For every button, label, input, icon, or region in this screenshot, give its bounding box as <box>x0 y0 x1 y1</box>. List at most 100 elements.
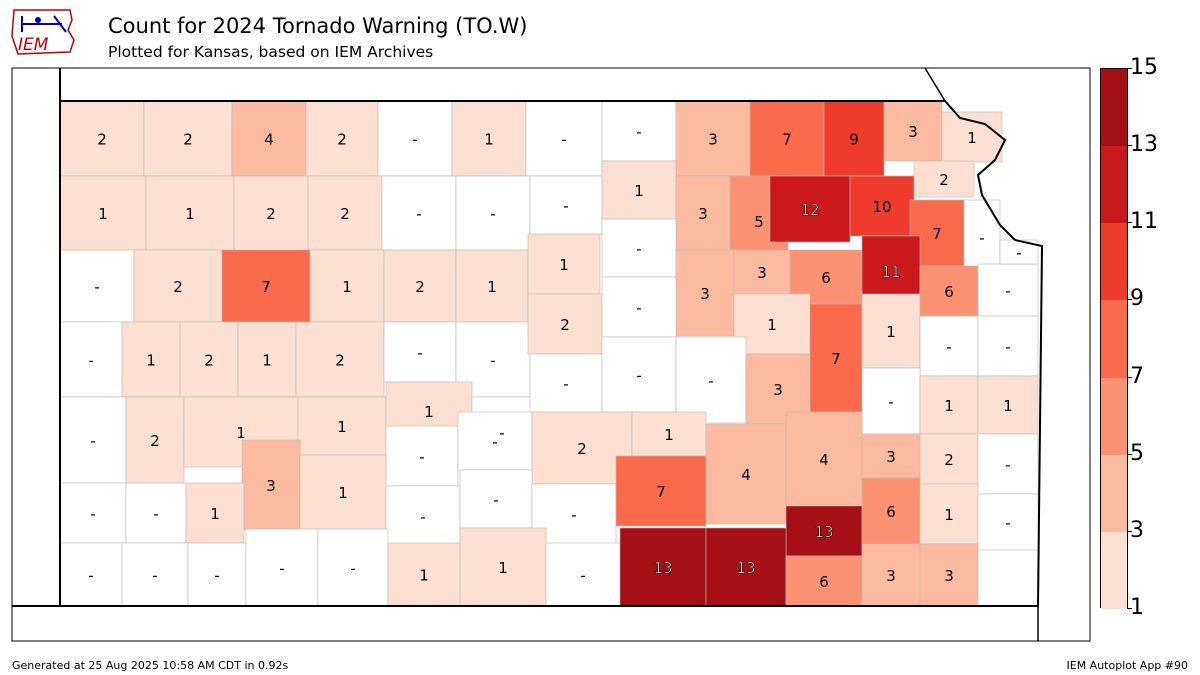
county-count-label: 6 <box>944 283 954 301</box>
county-count-label: 9 <box>849 131 859 149</box>
county-count-label: 3 <box>266 477 276 495</box>
colorbar <box>1100 68 1128 609</box>
map-frame <box>11 67 1091 642</box>
county-count-label: - <box>636 367 641 385</box>
county-region <box>861 433 921 479</box>
county-count-label: - <box>1005 456 1010 474</box>
county-region <box>125 482 187 544</box>
county-count-label: 1 <box>767 316 777 334</box>
county-count-label: 2 <box>183 131 193 149</box>
colorbar-tick-label: 11 <box>1130 209 1158 235</box>
county-region <box>59 321 123 398</box>
county-count-label: - <box>90 432 95 450</box>
county-region <box>601 336 677 413</box>
colorbar-tick-label: 5 <box>1130 440 1144 466</box>
county-region <box>387 542 461 607</box>
county-count-label: 4 <box>264 131 274 149</box>
county-region <box>59 175 147 251</box>
county-region <box>309 249 385 323</box>
colorbar-tick-mark <box>1127 530 1132 532</box>
county-count-label: 3 <box>708 131 718 149</box>
county-count-label: 7 <box>932 225 942 243</box>
county-count-label: 1 <box>487 278 497 296</box>
county-region <box>769 175 851 243</box>
county-region <box>59 482 127 544</box>
county-region <box>861 293 921 369</box>
county-count-label: 3 <box>700 285 710 303</box>
county-region <box>529 353 603 413</box>
county-region <box>459 469 533 529</box>
county-count-label: 3 <box>698 205 708 223</box>
county-count-label: 1 <box>262 352 272 370</box>
colorbar-tick-mark <box>1127 68 1132 69</box>
county-region <box>385 425 459 487</box>
colorbar-tick-mark <box>1127 222 1132 224</box>
county-region <box>385 485 461 547</box>
county-count-label: 1 <box>342 278 352 296</box>
county-region <box>977 493 1039 551</box>
colorbar-bin <box>1101 300 1127 378</box>
county-region <box>125 396 185 484</box>
county-count-label: - <box>888 393 893 411</box>
county-count-label: 3 <box>757 264 767 282</box>
county-count-label: 3 <box>773 381 783 399</box>
county-region <box>221 249 311 323</box>
county-count-label: - <box>492 433 497 451</box>
county-count-label: - <box>563 375 568 393</box>
county-count-label: 11 <box>881 263 900 281</box>
colorbar-tick-label: 9 <box>1130 286 1144 312</box>
county-region <box>455 249 529 323</box>
county-region <box>529 175 603 235</box>
logo-text: IEM <box>18 35 49 55</box>
county-region <box>179 321 239 398</box>
county-count-label: 1 <box>210 505 220 523</box>
colorbar-bin <box>1101 377 1127 455</box>
county-region <box>861 477 921 545</box>
colorbar-tick-mark <box>1127 376 1132 378</box>
county-count-label: 2 <box>150 432 160 450</box>
county-region <box>383 321 457 383</box>
county-region <box>121 542 189 607</box>
county-region <box>145 175 235 251</box>
colorbar-tick-label: 1 <box>1130 595 1144 620</box>
county-count-label: - <box>88 352 93 370</box>
county-region <box>377 100 453 177</box>
county-count-label: 6 <box>886 503 896 521</box>
county-region <box>861 367 921 435</box>
county-region <box>977 433 1039 495</box>
county-count-label: - <box>94 278 99 296</box>
county-region <box>317 528 389 607</box>
county-count-label: 2 <box>577 440 587 458</box>
county-count-label: 1 <box>559 256 569 274</box>
colorbar-tick-mark <box>1127 299 1132 301</box>
county-region <box>919 483 979 545</box>
county-count-label: 1 <box>98 205 108 223</box>
county-region <box>185 482 245 544</box>
county-count-label: 3 <box>886 567 896 585</box>
county-count-label: - <box>152 567 157 585</box>
county-count-label: 1 <box>967 129 977 147</box>
chart-title: Count for 2024 Tornado Warning (TO.W) <box>108 14 528 38</box>
county-region <box>245 528 319 607</box>
county-count-label: - <box>90 505 95 523</box>
county-count-label: - <box>420 508 425 526</box>
county-count-label: - <box>979 229 984 247</box>
county-count-label: - <box>88 567 93 585</box>
county-region <box>459 527 547 607</box>
county-region <box>527 293 603 355</box>
county-count-label: 3 <box>908 123 918 141</box>
county-region <box>531 411 633 485</box>
chart-subtitle: Plotted for Kansas, based on IEM Archive… <box>108 43 434 61</box>
county-count-label: 5 <box>754 213 764 231</box>
county-count-label: 2 <box>204 352 214 370</box>
county-count-label: 7 <box>656 483 666 501</box>
county-count-label: - <box>419 448 424 466</box>
county-count-label: - <box>708 372 713 390</box>
county-region <box>849 175 915 237</box>
county-count-label: 2 <box>939 171 949 189</box>
county-region <box>121 321 181 398</box>
county-count-label: 3 <box>886 448 896 466</box>
county-region <box>299 454 387 530</box>
county-count-label: 1 <box>236 424 246 442</box>
county-count-label: 2 <box>944 451 954 469</box>
